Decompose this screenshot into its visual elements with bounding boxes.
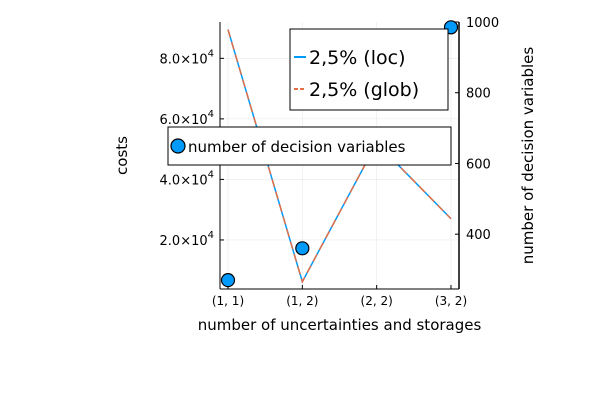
x-tick-label: (3, 2) [435, 294, 467, 308]
legend-box [167, 126, 452, 166]
y2-tick-label: 600 [466, 157, 491, 172]
scatter-point [220, 273, 236, 288]
x-tick-label: (1, 2) [286, 294, 318, 308]
legend-swatch [170, 138, 186, 154]
y2-tick-label: 1000 [466, 16, 499, 31]
legend-label: 2,5% (loc) [309, 47, 405, 69]
y-tick-label: 8.0×104 [160, 48, 214, 67]
y2-axis-label: number of decision variables [519, 47, 537, 265]
y-tick-label: 2.0×104 [160, 230, 214, 249]
legend-label: number of decision variables [188, 138, 406, 156]
y-axis-label: costs [113, 136, 131, 175]
legend-label: 2,5% (glob) [309, 79, 419, 101]
y2-tick-label: 800 [466, 87, 491, 102]
x-tick-label: (1, 1) [212, 294, 244, 308]
x-axis-label: number of uncertainties and storages [198, 316, 482, 334]
scatter-point [295, 241, 310, 256]
y-tick-label: 6.0×104 [160, 109, 214, 128]
x-tick-label: (2, 2) [361, 294, 393, 308]
y-tick-label: 4.0×104 [160, 169, 214, 188]
y2-tick-label: 400 [466, 228, 491, 243]
legend-box [289, 28, 449, 111]
